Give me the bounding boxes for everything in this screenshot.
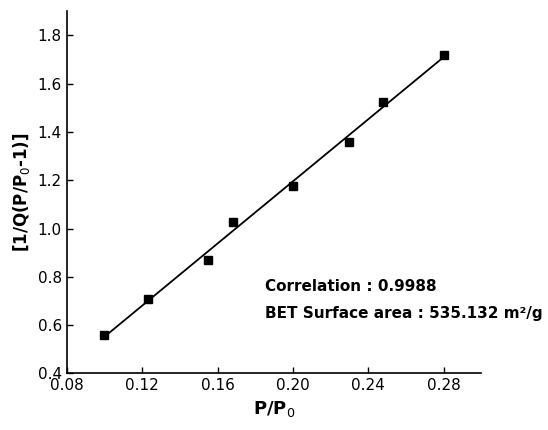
Text: BET Surface area : 535.132 m²/g: BET Surface area : 535.132 m²/g bbox=[265, 306, 542, 321]
X-axis label: P/P$_0$: P/P$_0$ bbox=[253, 399, 295, 419]
Y-axis label: [1/Q(P/P$_0$-1)]: [1/Q(P/P$_0$-1)] bbox=[11, 132, 32, 252]
Text: Correlation : 0.9988: Correlation : 0.9988 bbox=[265, 279, 436, 294]
